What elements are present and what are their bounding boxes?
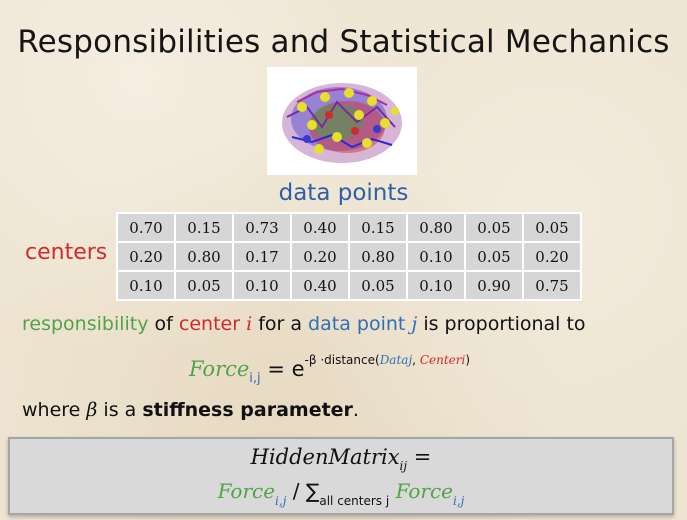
hidden-matrix-sub: ij: [399, 459, 408, 473]
responsibility-matrix: 0.70 0.15 0.73 0.40 0.15 0.80 0.05 0.05 0.20 0.80…: [116, 212, 582, 301]
hidden-matrix-box: HiddenMatrixij = Forcei,j / ∑all centers…: [8, 437, 674, 515]
matrix-cell: 0.40: [290, 270, 350, 301]
where-statement: where β is a stiffness parameter.: [22, 399, 359, 421]
box-force: Force: [217, 479, 276, 503]
matrix-cell: 0.17: [232, 241, 292, 272]
matrix-cell: 0.20: [290, 241, 350, 272]
matrix-cell: 0.10: [406, 270, 466, 301]
matrix-cell: 0.90: [464, 270, 524, 301]
box-slash-sum: / ∑: [286, 479, 320, 503]
matrix-cell: 0.10: [232, 270, 292, 301]
box-force2: Force: [395, 479, 453, 503]
responsibility-statement: responsibility of center i for a data po…: [22, 313, 586, 335]
where-beta: β: [86, 399, 98, 421]
exponent-prefix: -β ·distance(: [304, 353, 380, 367]
statement-i: i: [246, 313, 253, 335]
matrix-row: 0.10 0.05 0.10 0.40 0.05 0.10 0.90 0.75: [116, 270, 582, 301]
matrix-cell: 0.73: [232, 212, 292, 243]
statement-j: j: [411, 313, 418, 335]
matrix-cell: 0.75: [522, 270, 582, 301]
statement-data-point: data point: [308, 313, 406, 335]
force-formula: Forcei,j = e-β ·distance(Dataj, Centeri): [189, 353, 470, 386]
protein-molecule-image: [267, 67, 417, 175]
matrix-cell: 0.05: [174, 270, 234, 301]
matrix-cell: 0.80: [406, 212, 466, 243]
where-middle: is a: [97, 399, 143, 421]
hidden-matrix-line: HiddenMatrixij =: [10, 445, 672, 473]
statement-center: center: [178, 313, 241, 335]
box-sum-sub: all centers j: [319, 494, 390, 508]
formula-eq: = e: [260, 357, 305, 381]
statement-of: of: [148, 313, 179, 335]
formula-force: Force: [189, 357, 250, 381]
where-bold: stiffness parameter: [142, 399, 353, 421]
box-force2-sub: i,j: [452, 494, 465, 508]
matrix-row: 0.20 0.80 0.17 0.20 0.80 0.10 0.05 0.20: [116, 241, 582, 272]
matrix-cell: 0.15: [174, 212, 234, 243]
matrix-cell: 0.05: [464, 212, 524, 243]
exponent-data: Dataj: [379, 353, 413, 367]
exponent-center: Centeri: [419, 353, 466, 367]
matrix-cell: 0.10: [116, 270, 176, 301]
slide-title: Responsibilities and Statistical Mechani…: [17, 24, 670, 60]
exponent-close: ): [465, 353, 471, 367]
hidden-matrix-expression: Forcei,j / ∑all centers j Forcei,j: [10, 479, 672, 508]
formula-force-sub: i,j: [249, 371, 261, 386]
matrix-row: 0.70 0.15 0.73 0.40 0.15 0.80 0.05 0.05: [116, 212, 582, 243]
centers-label: centers: [25, 240, 108, 265]
where-end: .: [352, 399, 359, 421]
where-prefix: where: [22, 399, 87, 421]
matrix-cell: 0.20: [116, 241, 176, 272]
matrix-cell: 0.70: [116, 212, 176, 243]
matrix-cell: 0.05: [464, 241, 524, 272]
matrix-cell: 0.80: [174, 241, 234, 272]
statement-responsibility: responsibility: [22, 313, 149, 335]
matrix-cell: 0.20: [522, 241, 582, 272]
statement-rest: is proportional to: [417, 313, 586, 335]
exponent-sep: ,: [412, 353, 420, 367]
matrix-cell: 0.40: [290, 212, 350, 243]
hidden-matrix-eq: =: [407, 445, 432, 469]
matrix-cell: 0.05: [348, 270, 408, 301]
statement-for-a: for a: [252, 313, 309, 335]
matrix-cell: 0.10: [406, 241, 466, 272]
matrix-cell: 0.05: [522, 212, 582, 243]
data-points-label: data points: [278, 180, 409, 206]
matrix-cell: 0.80: [348, 241, 408, 272]
hidden-matrix-name: HiddenMatrix: [250, 445, 400, 469]
matrix-cell: 0.15: [348, 212, 408, 243]
formula-exponent: -β ·distance(Dataj, Centeri): [305, 353, 470, 367]
box-force-sub: i,j: [275, 494, 287, 508]
